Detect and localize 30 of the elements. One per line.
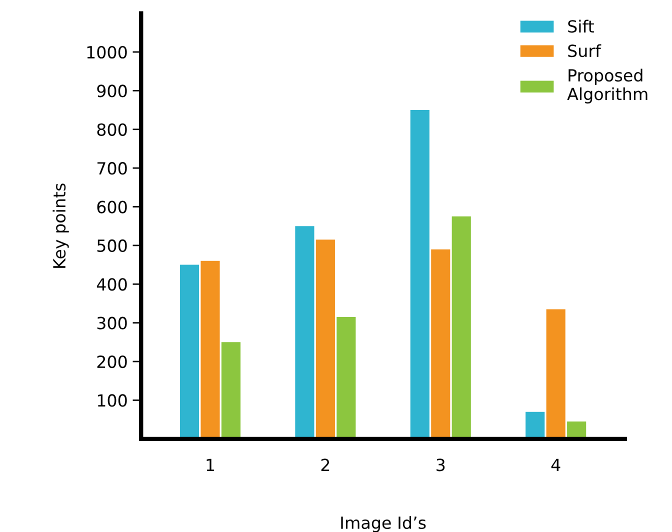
bar <box>410 110 430 439</box>
y-tick-label: 200 <box>97 355 127 368</box>
legend-label: Sift <box>568 20 594 33</box>
x-tick-label: 4 <box>551 458 560 472</box>
bar <box>526 412 545 439</box>
y-tick-label: 600 <box>97 200 127 214</box>
bar <box>180 264 200 439</box>
x-tick-label: 1 <box>206 458 214 472</box>
y-tick-label: 1000 <box>87 46 127 59</box>
y-tick-label: 300 <box>97 316 127 330</box>
y-tick-label: 700 <box>97 162 127 175</box>
bar <box>221 342 241 439</box>
legend-label: Surf <box>568 44 602 58</box>
bar <box>316 240 335 439</box>
bar <box>431 249 450 439</box>
bar <box>452 216 471 439</box>
x-axis-title: Image Id’s <box>341 516 426 532</box>
y-tick-label: 800 <box>97 123 127 136</box>
bar <box>200 260 220 439</box>
bar <box>546 309 566 439</box>
bar <box>295 226 314 439</box>
bar <box>336 317 356 439</box>
y-axis-title: Key points <box>52 184 69 268</box>
x-tick-label: 2 <box>321 458 330 472</box>
legend-label: Proposed Algorithm <box>567 68 648 104</box>
y-tick-label: 400 <box>96 278 127 291</box>
y-tick-label: 100 <box>98 394 127 407</box>
y-tick-label: 500 <box>97 239 127 252</box>
x-tick-label: 3 <box>436 458 445 472</box>
y-tick-label: 900 <box>97 84 127 98</box>
